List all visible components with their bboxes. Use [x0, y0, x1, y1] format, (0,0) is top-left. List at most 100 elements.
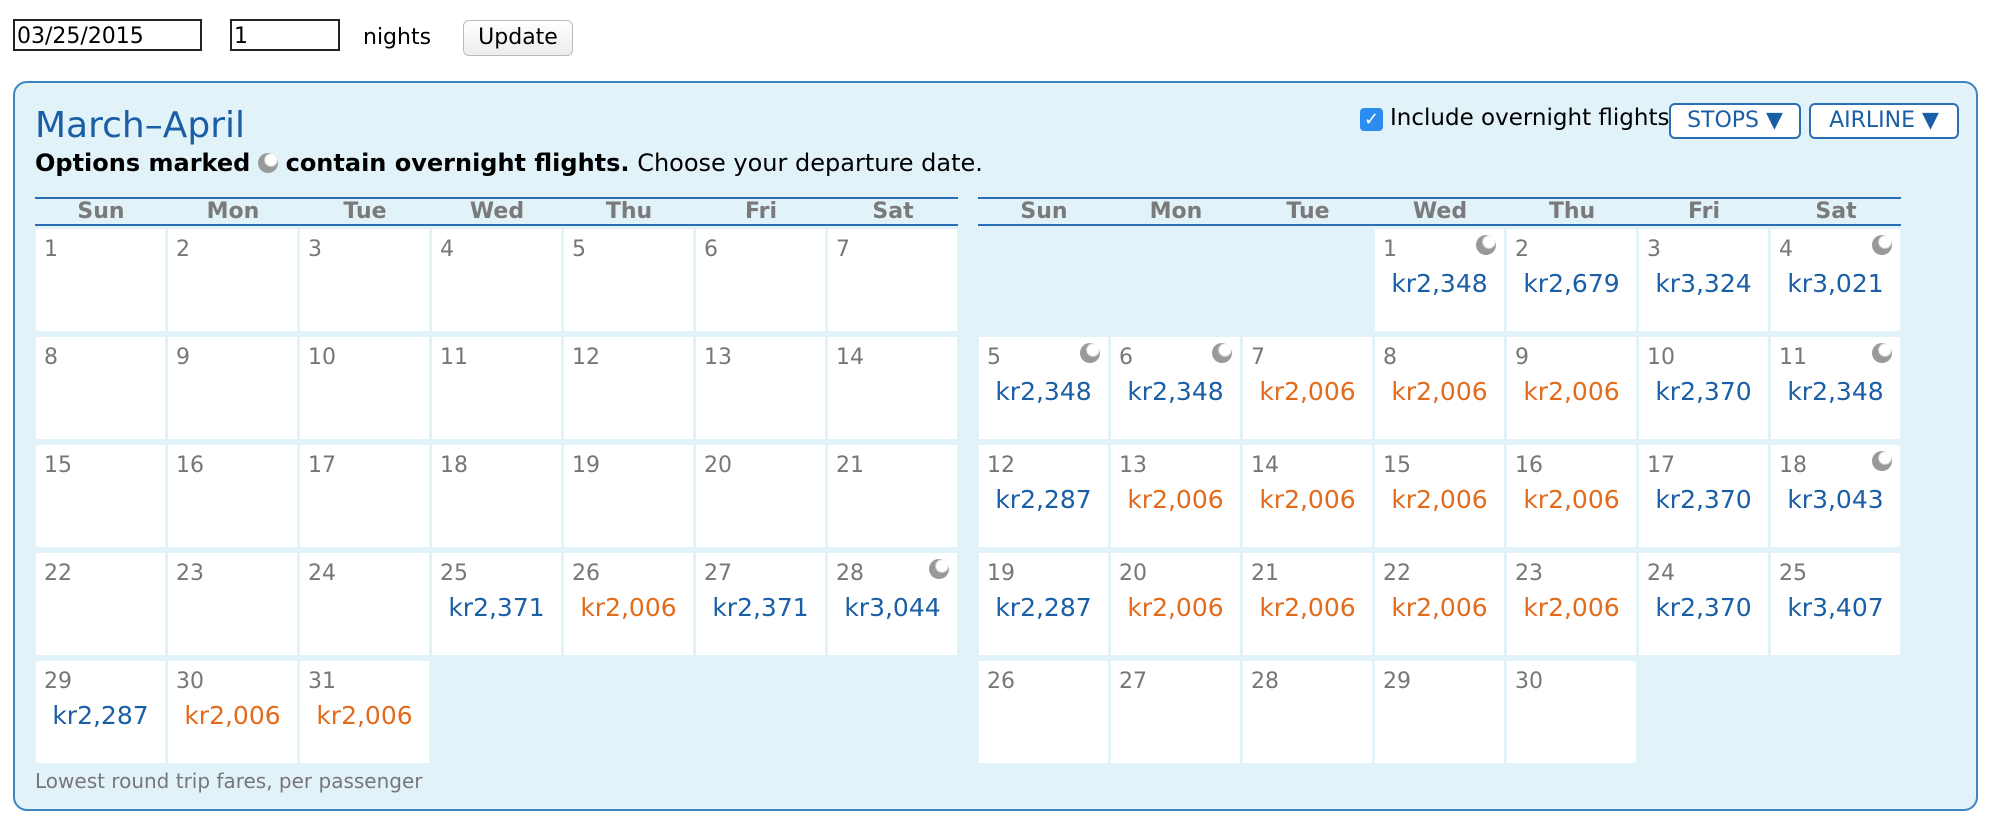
day-cell[interactable]: 15: [36, 445, 165, 547]
day-cell[interactable]: 29: [1375, 661, 1504, 763]
day-cell[interactable]: 10 kr2,370: [1639, 337, 1768, 439]
day-cell[interactable]: 1: [36, 229, 165, 331]
day-cell[interactable]: 3: [300, 229, 429, 331]
day-cell[interactable]: 29 kr2,287: [36, 661, 165, 763]
date-input[interactable]: 03/25/2015: [13, 19, 202, 51]
day-number: 18: [1779, 453, 1807, 478]
day-cell[interactable]: 18: [432, 445, 561, 547]
fare: kr3,043: [1787, 485, 1884, 514]
day-cell[interactable]: 13 kr2,006: [1111, 445, 1240, 547]
day-cell[interactable]: 24 kr2,370: [1639, 553, 1768, 655]
day-cell[interactable]: 4 kr3,021: [1771, 229, 1900, 331]
day-cell[interactable]: 28: [1243, 661, 1372, 763]
day-cell[interactable]: 17 kr2,370: [1639, 445, 1768, 547]
day-cell[interactable]: 6 kr2,348: [1111, 337, 1240, 439]
day-cell[interactable]: 25 kr3,407: [1771, 553, 1900, 655]
day-number: 21: [836, 453, 864, 478]
fare: kr2,287: [52, 701, 149, 730]
day-number: 15: [44, 453, 72, 478]
day-cell[interactable]: 4: [432, 229, 561, 331]
day-cell[interactable]: 3 kr3,324: [1639, 229, 1768, 331]
overnight-icon: [1476, 235, 1496, 255]
day-cell[interactable]: 2 kr2,679: [1507, 229, 1636, 331]
day-cell[interactable]: 5: [564, 229, 693, 331]
airline-dropdown[interactable]: AIRLINE ▼: [1809, 103, 1959, 139]
day-number: 23: [176, 561, 204, 586]
day-number: 13: [1119, 453, 1147, 478]
day-number: 2: [1515, 237, 1529, 262]
day-cell[interactable]: 12: [564, 337, 693, 439]
weekday: Fri: [1687, 199, 1720, 224]
day-cell[interactable]: 31 kr2,006: [300, 661, 429, 763]
day-cell[interactable]: 20 kr2,006: [1111, 553, 1240, 655]
day-cell[interactable]: 27: [1111, 661, 1240, 763]
fare: kr2,006: [1391, 377, 1488, 406]
day-cell[interactable]: 26 kr2,006: [564, 553, 693, 655]
day-cell[interactable]: 1 kr2,348: [1375, 229, 1504, 331]
nights-input[interactable]: 1: [230, 19, 340, 51]
day-cell[interactable]: 10: [300, 337, 429, 439]
day-cell[interactable]: 26: [979, 661, 1108, 763]
day-cell[interactable]: 21: [828, 445, 957, 547]
day-cell[interactable]: 19 kr2,287: [979, 553, 1108, 655]
day-number: 12: [572, 345, 600, 370]
day-cell[interactable]: 8: [36, 337, 165, 439]
day-cell[interactable]: 12 kr2,287: [979, 445, 1108, 547]
day-cell[interactable]: 7: [828, 229, 957, 331]
day-number: 6: [704, 237, 718, 262]
day-cell[interactable]: 22: [36, 553, 165, 655]
day-cell[interactable]: 14 kr2,006: [1243, 445, 1372, 547]
day-cell[interactable]: 2: [168, 229, 297, 331]
day-cell[interactable]: 23: [168, 553, 297, 655]
day-cell[interactable]: 30: [1507, 661, 1636, 763]
note: Options marked contain overnight flights…: [35, 149, 983, 177]
weekday: Thu: [605, 199, 653, 224]
day-cell[interactable]: 11: [432, 337, 561, 439]
day-number: 24: [1647, 561, 1675, 586]
day-cell[interactable]: 25 kr2,371: [432, 553, 561, 655]
day-cell[interactable]: 16 kr2,006: [1507, 445, 1636, 547]
update-button[interactable]: Update: [463, 20, 573, 56]
overnight-icon: [1080, 343, 1100, 363]
day-number: 1: [1383, 237, 1397, 262]
fare: kr2,006: [1259, 485, 1356, 514]
day-number: 13: [704, 345, 732, 370]
weekday: Thu: [1548, 199, 1596, 224]
day-cell[interactable]: 27 kr2,371: [696, 553, 825, 655]
day-number: 3: [1647, 237, 1661, 262]
stops-dropdown[interactable]: STOPS ▼: [1669, 103, 1801, 139]
day-cell[interactable]: 7 kr2,006: [1243, 337, 1372, 439]
overnight-icon: [1872, 451, 1892, 471]
day-cell[interactable]: 18 kr3,043: [1771, 445, 1900, 547]
day-cell[interactable]: 24: [300, 553, 429, 655]
day-cell[interactable]: 14: [828, 337, 957, 439]
day-cell[interactable]: 11 kr2,348: [1771, 337, 1900, 439]
day-cell[interactable]: 16: [168, 445, 297, 547]
day-cell[interactable]: 30 kr2,006: [168, 661, 297, 763]
overnight-icon: [257, 153, 278, 173]
day-cell[interactable]: 6: [696, 229, 825, 331]
day-cell[interactable]: 9: [168, 337, 297, 439]
day-cell[interactable]: 21 kr2,006: [1243, 553, 1372, 655]
day-cell[interactable]: 5 kr2,348: [979, 337, 1108, 439]
fare: kr2,287: [995, 593, 1092, 622]
fare: kr2,348: [1391, 269, 1488, 298]
day-number: 20: [704, 453, 732, 478]
day-cell[interactable]: 17: [300, 445, 429, 547]
day-number: 16: [1515, 453, 1543, 478]
day-number: 21: [1251, 561, 1279, 586]
overnight-checkbox[interactable]: ✓: [1360, 108, 1383, 131]
day-cell[interactable]: 13: [696, 337, 825, 439]
day-cell[interactable]: 23 kr2,006: [1507, 553, 1636, 655]
fare: kr2,006: [1259, 593, 1356, 622]
day-cell[interactable]: 28 kr3,044: [828, 553, 957, 655]
day-cell[interactable]: 8 kr2,006: [1375, 337, 1504, 439]
day-number: 27: [1119, 669, 1147, 694]
weekday: Sun: [77, 199, 125, 224]
day-cell[interactable]: 19: [564, 445, 693, 547]
day-cell[interactable]: 9 kr2,006: [1507, 337, 1636, 439]
day-cell[interactable]: 22 kr2,006: [1375, 553, 1504, 655]
day-cell[interactable]: 20: [696, 445, 825, 547]
day-cell[interactable]: 15 kr2,006: [1375, 445, 1504, 547]
overnight-icon: [1872, 235, 1892, 255]
